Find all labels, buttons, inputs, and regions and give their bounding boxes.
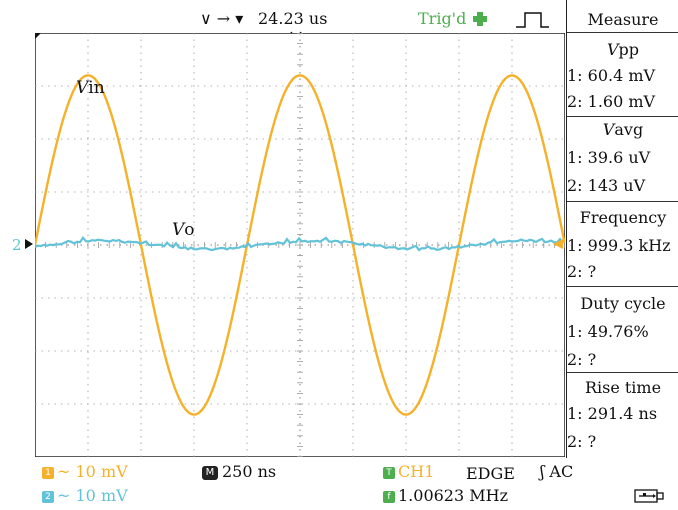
frequency-ch2-value: 2: ? [567, 262, 597, 281]
vavg-ch2-value: 2: 143 uV [567, 176, 646, 195]
trigger-source[interactable]: T CH1 [383, 462, 434, 481]
vpp-ch1-value: 1: 60.4 mV [567, 66, 656, 85]
measure-panel: Measure Vpp 1: 60.4 mV 2: 1.60 mV Vavg 1… [566, 0, 678, 458]
trigger-status-icon [473, 12, 487, 26]
rise-time-ch2-value: 2: ? [567, 432, 597, 451]
vpp-label: Vpp [606, 40, 640, 59]
duty-cycle-ch1-value: 1: 49.76% [567, 322, 649, 341]
rise-time-ch1-value: 1: 291.4 ns [567, 404, 658, 423]
graticule [35, 33, 565, 457]
corner-marker [35, 33, 41, 39]
trigger-source-value: CH1 [398, 462, 435, 481]
trigger-badge: T [383, 466, 395, 479]
vavg-ch1-value: 1: 39.6 uV [567, 148, 651, 167]
timebase-value: 250 ns [222, 462, 277, 481]
vin-label: Vin [76, 78, 105, 98]
measure-title: Measure [587, 10, 659, 29]
trigger-edge-icon [516, 12, 549, 28]
frequency-counter-value: 1.00623 MHz [398, 486, 509, 505]
ch2-scale[interactable]: 2 ~ 10 mV [42, 486, 128, 505]
timebase[interactable]: M 250 ns [202, 462, 276, 481]
waveform-display[interactable] [35, 33, 565, 457]
ch1-scale-value: ~ 10 mV [57, 462, 128, 481]
rise-time-label: Rise time [584, 378, 662, 397]
duty-cycle-label: Duty cycle [580, 294, 666, 313]
top-status-bar: ∨ → ▾ 24.23 us Trig'd [0, 0, 565, 41]
ch2-scale-value: ~ 10 mV [57, 486, 128, 505]
ch1-badge: 1 [42, 466, 54, 479]
ch2-marker-arrow-icon [25, 239, 33, 249]
frequency-counter: f 1.00623 MHz [383, 486, 508, 505]
trigger-mode[interactable]: EDGE [466, 464, 515, 483]
ch2-badge: 2 [42, 490, 54, 503]
timebase-badge: M [202, 465, 218, 480]
time-offset-arrows[interactable]: ∨ → ▾ [200, 9, 244, 28]
frequency-ch1-value: 1: 999.3 kHz [567, 236, 671, 255]
ch1-waveform [35, 74, 565, 416]
ch2-waveform [35, 236, 564, 252]
vavg-label: Vavg [602, 120, 644, 139]
vpp-ch2-value: 2: 1.60 mV [567, 92, 656, 111]
ch2-level-marker[interactable]: 2 [12, 236, 22, 254]
usb-icon [634, 489, 664, 503]
duty-cycle-ch2-value: 2: ? [567, 350, 597, 369]
vo-label: Vo [172, 220, 195, 240]
trigger-level-marker-icon[interactable] [551, 239, 563, 249]
frequency-label: Frequency [579, 208, 667, 227]
frequency-badge: f [383, 490, 395, 503]
trigger-status: Trig'd [418, 9, 467, 28]
ch1-scale[interactable]: 1 ~ 10 mV [42, 462, 128, 481]
ch2-marker-label: 2 [12, 236, 22, 254]
time-offset: 24.23 us [258, 9, 328, 28]
trigger-coupling[interactable]: ʃ AC [540, 462, 574, 481]
